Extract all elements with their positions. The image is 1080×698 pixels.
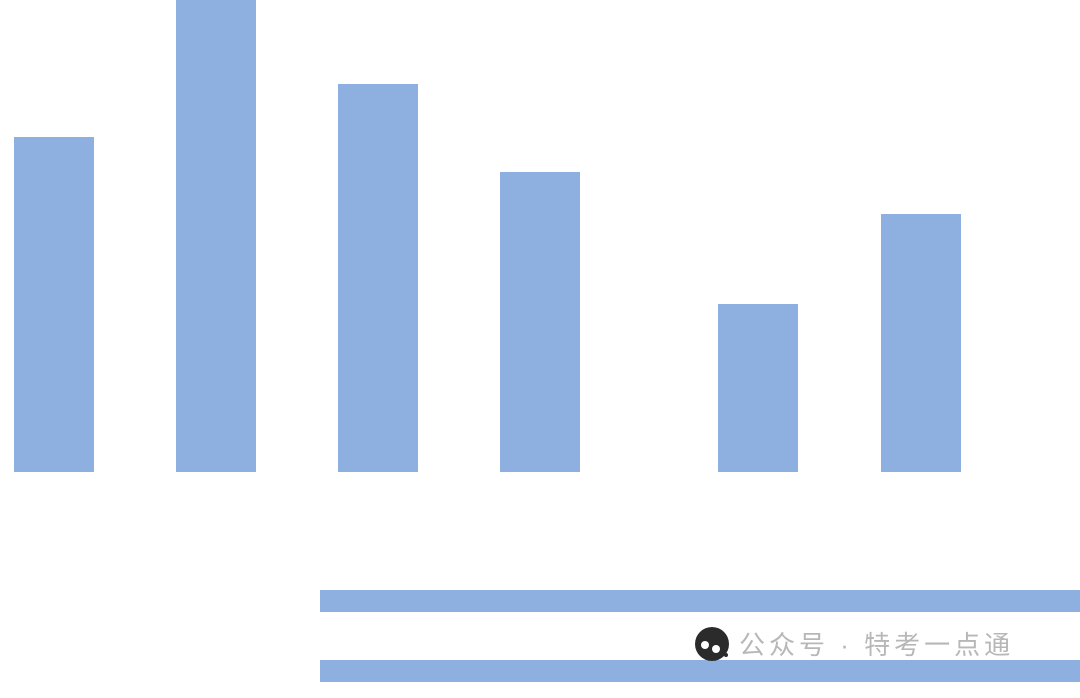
chart-stage: 公众号 · 特考一点通	[0, 0, 1080, 698]
horizontal-stripe-2	[320, 660, 1080, 682]
watermark-text: 公众号 · 特考一点通	[739, 625, 1014, 662]
bar-3	[338, 84, 418, 472]
bar-2	[176, 0, 256, 472]
bar-1	[14, 137, 94, 472]
bar-4	[500, 172, 580, 472]
bar-5	[718, 304, 798, 472]
horizontal-stripe-1	[320, 590, 1080, 612]
bar-6	[881, 214, 961, 472]
wechat-icon	[695, 627, 729, 661]
watermark: 公众号 · 特考一点通	[695, 625, 1014, 662]
